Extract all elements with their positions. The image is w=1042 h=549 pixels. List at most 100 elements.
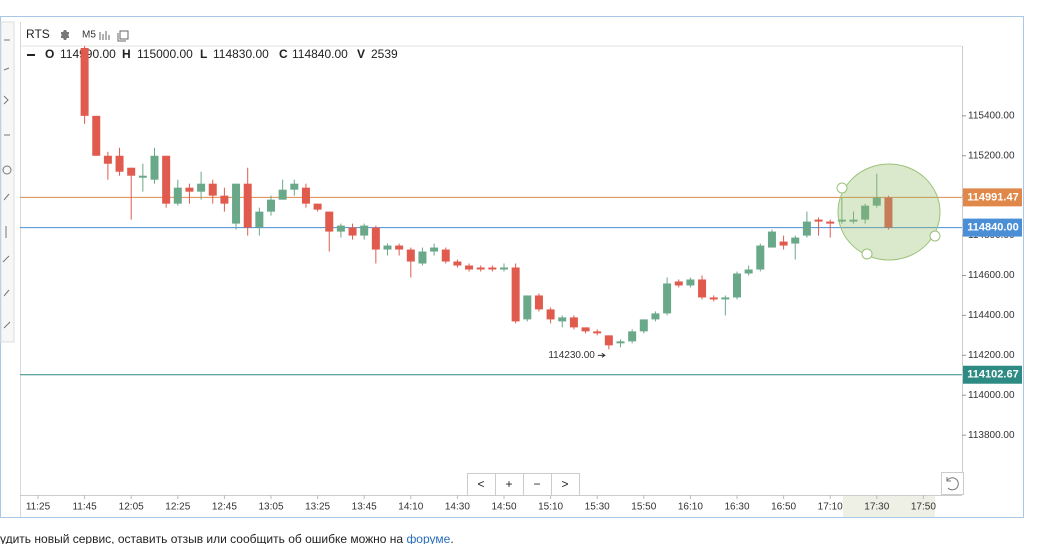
legend-value: 114840.00	[292, 47, 348, 61]
candle-body	[173, 187, 182, 204]
plot: 113800.00 114000.00 114200.00 114400.00 1146…	[20, 46, 1022, 513]
x-tick-label: 14:50	[491, 502, 516, 513]
candle-body	[733, 273, 741, 298]
candle-body	[336, 225, 345, 232]
x-tick-label: 13:05	[258, 502, 283, 513]
candle-body	[698, 279, 707, 298]
candle-body	[301, 187, 310, 204]
x-tick-label: 17:50	[911, 502, 936, 513]
candle-body	[581, 327, 590, 332]
candle-body	[849, 219, 858, 222]
footer-link[interactable]: форуме	[406, 532, 450, 546]
candle-body	[267, 199, 275, 212]
price-label-box	[963, 218, 1022, 237]
x-tick-label: 15:50	[631, 502, 656, 513]
candle-body	[791, 237, 800, 244]
candle-body	[127, 167, 136, 176]
legend-key: O	[45, 47, 54, 61]
candle-body	[534, 295, 543, 310]
candle-body	[721, 297, 730, 300]
candle-body	[569, 317, 578, 328]
candle-body	[639, 319, 648, 332]
nav-button-label: <	[477, 477, 484, 491]
interval[interactable]: M5	[82, 30, 96, 41]
handle[interactable]	[836, 182, 848, 194]
candle-body	[208, 183, 217, 196]
x-tick-label: 16:30	[724, 502, 749, 513]
candle-body	[546, 309, 555, 320]
candle-body	[523, 295, 532, 320]
min-arrow	[597, 352, 606, 358]
candle-body	[826, 221, 835, 224]
candle-body	[348, 227, 357, 236]
legend-key: V	[357, 47, 365, 61]
settings-icon[interactable]	[61, 30, 69, 40]
x-tick-label: 11:25	[26, 502, 51, 513]
y-tick-label: 115400.00	[968, 110, 1015, 121]
legend-value: 114830.00	[213, 47, 269, 61]
reset-button[interactable]	[941, 472, 964, 495]
nav-button-label: −	[533, 477, 540, 491]
candle-body	[115, 155, 124, 172]
candle-body	[709, 297, 718, 300]
candle-body	[814, 219, 823, 222]
price-label-box	[963, 188, 1022, 207]
candle-body	[185, 187, 194, 192]
candle-body	[162, 155, 171, 204]
candle-body	[872, 197, 881, 206]
candle-body	[476, 267, 485, 270]
x-tick-label: 17:10	[818, 502, 843, 513]
candle-body	[418, 251, 427, 264]
candle-body	[511, 267, 520, 322]
x-tick-label: 17:30	[864, 502, 889, 513]
candle-body	[616, 341, 625, 344]
candle-body	[290, 183, 299, 190]
candle-body	[767, 231, 776, 248]
candle-body	[744, 269, 753, 274]
handle[interactable]	[929, 230, 941, 242]
ellipse-drawing[interactable]	[837, 163, 941, 261]
candle-body	[884, 197, 893, 228]
candle-body	[488, 267, 497, 270]
time-highlight	[843, 496, 935, 517]
legend-key: L	[200, 47, 207, 61]
candle-body	[651, 313, 660, 320]
reset-icon	[946, 477, 959, 491]
chart-frame	[0, 16, 1024, 518]
x-tick-label: 14:30	[445, 502, 470, 513]
handle[interactable]	[861, 248, 873, 260]
candle-body	[802, 221, 811, 236]
toolbar	[0, 21, 15, 343]
legend-key: H	[122, 47, 131, 61]
candle-body	[465, 265, 474, 270]
y-tick-label: 114600.00	[968, 270, 1015, 281]
x-tick-label: 14:10	[398, 502, 423, 513]
y-tick-label: 114200.00	[968, 350, 1015, 361]
controls: < + − >	[467, 473, 580, 496]
x-tick-label: 12:45	[212, 502, 237, 513]
x-tick-label: 15:30	[585, 502, 610, 513]
candle-body	[430, 247, 439, 252]
nav-button[interactable]	[551, 473, 580, 496]
x-tick-label: 16:50	[771, 502, 796, 513]
legend-key: C	[279, 47, 288, 61]
candle-body	[686, 279, 695, 286]
chart-type-icons[interactable]	[99, 30, 129, 42]
y-tick-label: 115200.00	[968, 150, 1015, 161]
candle-body	[593, 331, 602, 334]
x-tick-label: 11:45	[72, 502, 97, 513]
candle-body	[628, 331, 637, 342]
nav-button-label: >	[561, 477, 568, 491]
toolbar-icons	[2, 39, 12, 329]
legend: O114990.00H115000.00L114830.00C114840.00…	[45, 47, 398, 61]
x-tick-label: 13:45	[352, 502, 377, 513]
candle-body	[92, 115, 101, 156]
footer-end: .	[450, 532, 453, 544]
candle-body	[453, 261, 462, 266]
candle-body	[861, 205, 870, 220]
price-label: 114840.00	[967, 222, 1018, 234]
footer: удить новый сервис, оставить отзыв или с…	[0, 532, 454, 544]
candle-body	[779, 241, 788, 246]
